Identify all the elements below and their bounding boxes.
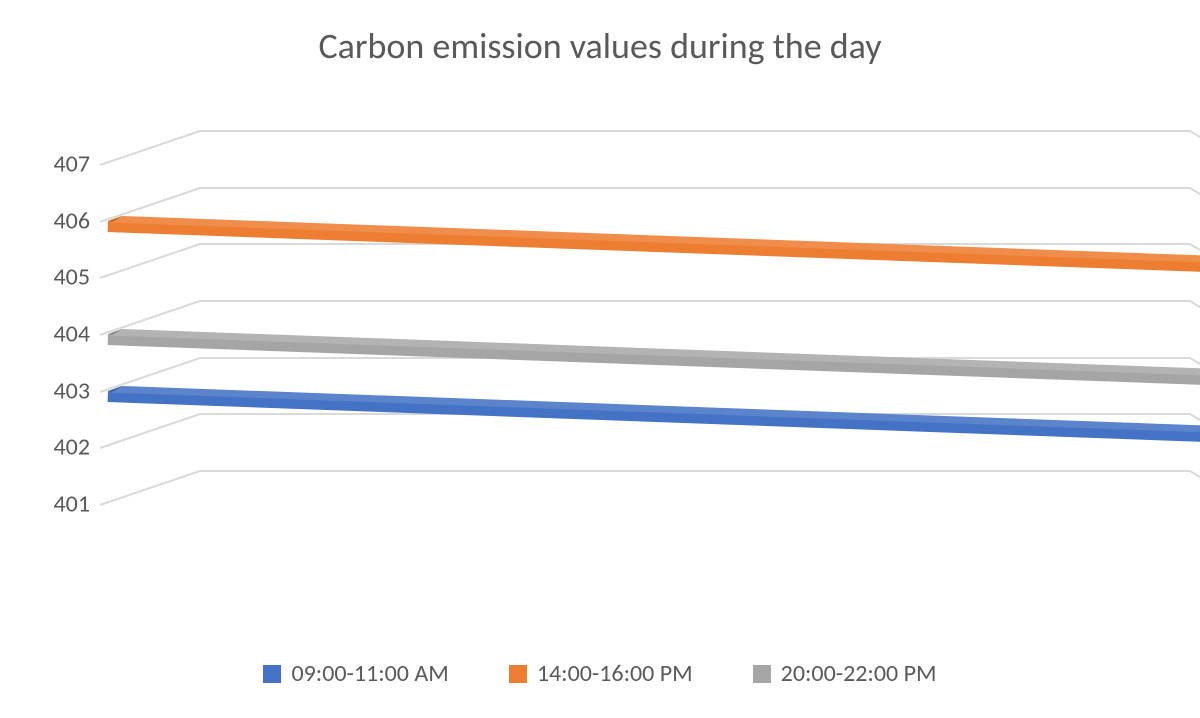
gridline-depth: [100, 470, 201, 506]
gridline-depth: [1189, 130, 1200, 144]
y-axis-tick-label: 407: [30, 150, 90, 179]
legend-item-afternoon: 14:00-16:00 PM: [509, 659, 693, 688]
y-axis-tick-label: 401: [30, 490, 90, 519]
legend-swatch-icon: [263, 665, 281, 683]
legend-swatch-icon: [509, 665, 527, 683]
gridline-depth: [1189, 470, 1200, 484]
gridline-back: [200, 130, 1190, 132]
gridline-depth: [100, 130, 201, 166]
gridline-depth: [100, 243, 201, 279]
legend-label: 09:00-11:00 AM: [291, 659, 448, 688]
y-axis-tick-label: 404: [30, 320, 90, 349]
chart-legend: 09:00-11:00 AM 14:00-16:00 PM 20:00-22:0…: [0, 659, 1200, 688]
chart-title: Carbon emission values during the day: [0, 24, 1200, 68]
gridline-back: [200, 470, 1190, 472]
gridline-back: [200, 300, 1190, 302]
legend-label: 14:00-16:00 PM: [537, 659, 693, 688]
legend-item-evening: 20:00-22:00 PM: [753, 659, 937, 688]
legend-item-morning: 09:00-11:00 AM: [263, 659, 448, 688]
y-axis-tick-label: 402: [30, 433, 90, 462]
y-axis-tick-label: 405: [30, 263, 90, 292]
y-axis-tick-label: 403: [30, 376, 90, 405]
legend-swatch-icon: [753, 665, 771, 683]
gridline-depth: [1189, 300, 1200, 314]
chart-plot-area: 401 402 403 404 405 406 407: [30, 100, 1180, 600]
gridline-back: [200, 187, 1190, 189]
y-axis-tick-label: 406: [30, 206, 90, 235]
legend-label: 20:00-22:00 PM: [781, 659, 937, 688]
gridline-depth: [100, 413, 201, 449]
gridline-depth: [1189, 187, 1200, 201]
